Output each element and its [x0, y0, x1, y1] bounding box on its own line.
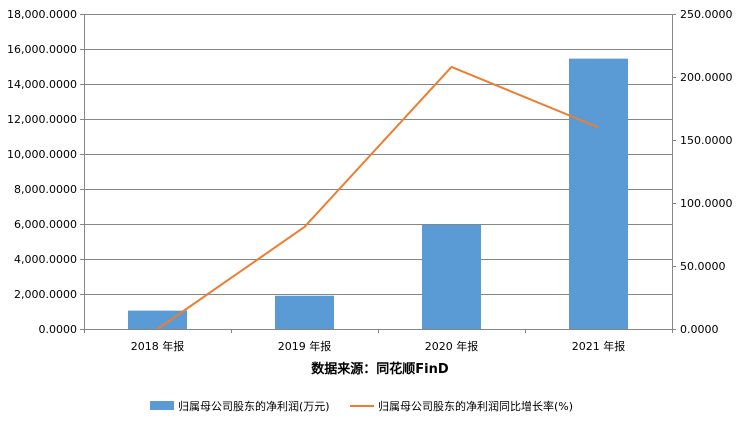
left-tick-label: 8,000.0000 — [14, 183, 77, 196]
category-label: 2019 年报 — [278, 339, 332, 353]
line-series — [156, 65, 599, 330]
right-tick-label: 200.0000 — [680, 71, 733, 84]
legend-line-label: 归属母公司股东的净利润同比增长率(%) — [378, 399, 573, 413]
left-tick-label: 0.0000 — [39, 323, 78, 336]
right-tick-label: 50.0000 — [680, 260, 726, 273]
right-tick-label: 250.0000 — [680, 8, 733, 21]
category-label: 2018 年报 — [131, 339, 185, 353]
bar — [422, 224, 481, 329]
bar — [569, 58, 628, 329]
bar-series — [128, 58, 628, 329]
left-tick-label: 14,000.0000 — [7, 78, 77, 91]
right-tick-label: 100.0000 — [680, 197, 733, 210]
left-tick-label: 2,000.0000 — [14, 288, 77, 301]
bar — [128, 310, 187, 329]
left-tick-label: 18,000.0000 — [7, 8, 77, 21]
left-tick-label: 12,000.0000 — [7, 113, 77, 126]
growth-line — [156, 65, 599, 330]
bar — [275, 295, 334, 329]
left-tick-label: 6,000.0000 — [14, 218, 77, 231]
gridlines — [84, 14, 672, 330]
axes — [80, 14, 676, 333]
left-tick-label: 10,000.0000 — [7, 148, 77, 161]
source-label: 数据来源：同花顺FinD — [311, 361, 449, 377]
category-labels: 2018 年报 2019 年报 2020 年报 2021 年报 — [131, 339, 626, 353]
left-axis-tick-labels: 0.0000 2,000.0000 4,000.0000 6,000.0000 8,00… — [7, 8, 77, 336]
legend-bar-swatch — [150, 401, 174, 410]
category-label: 2020 年报 — [425, 339, 479, 353]
legend: 归属母公司股东的净利润(万元) 归属母公司股东的净利润同比增长率(%) — [150, 399, 573, 413]
right-axis-tick-labels: 0.0000 50.0000 100.0000 150.0000 200.0000 250… — [680, 8, 733, 336]
left-tick-label: 4,000.0000 — [14, 253, 77, 266]
right-tick-label: 0.0000 — [680, 323, 719, 336]
legend-bar-label: 归属母公司股东的净利润(万元) — [178, 399, 330, 413]
category-label: 2021 年报 — [572, 339, 626, 353]
right-tick-label: 150.0000 — [680, 134, 733, 147]
left-tick-label: 16,000.0000 — [7, 43, 77, 56]
